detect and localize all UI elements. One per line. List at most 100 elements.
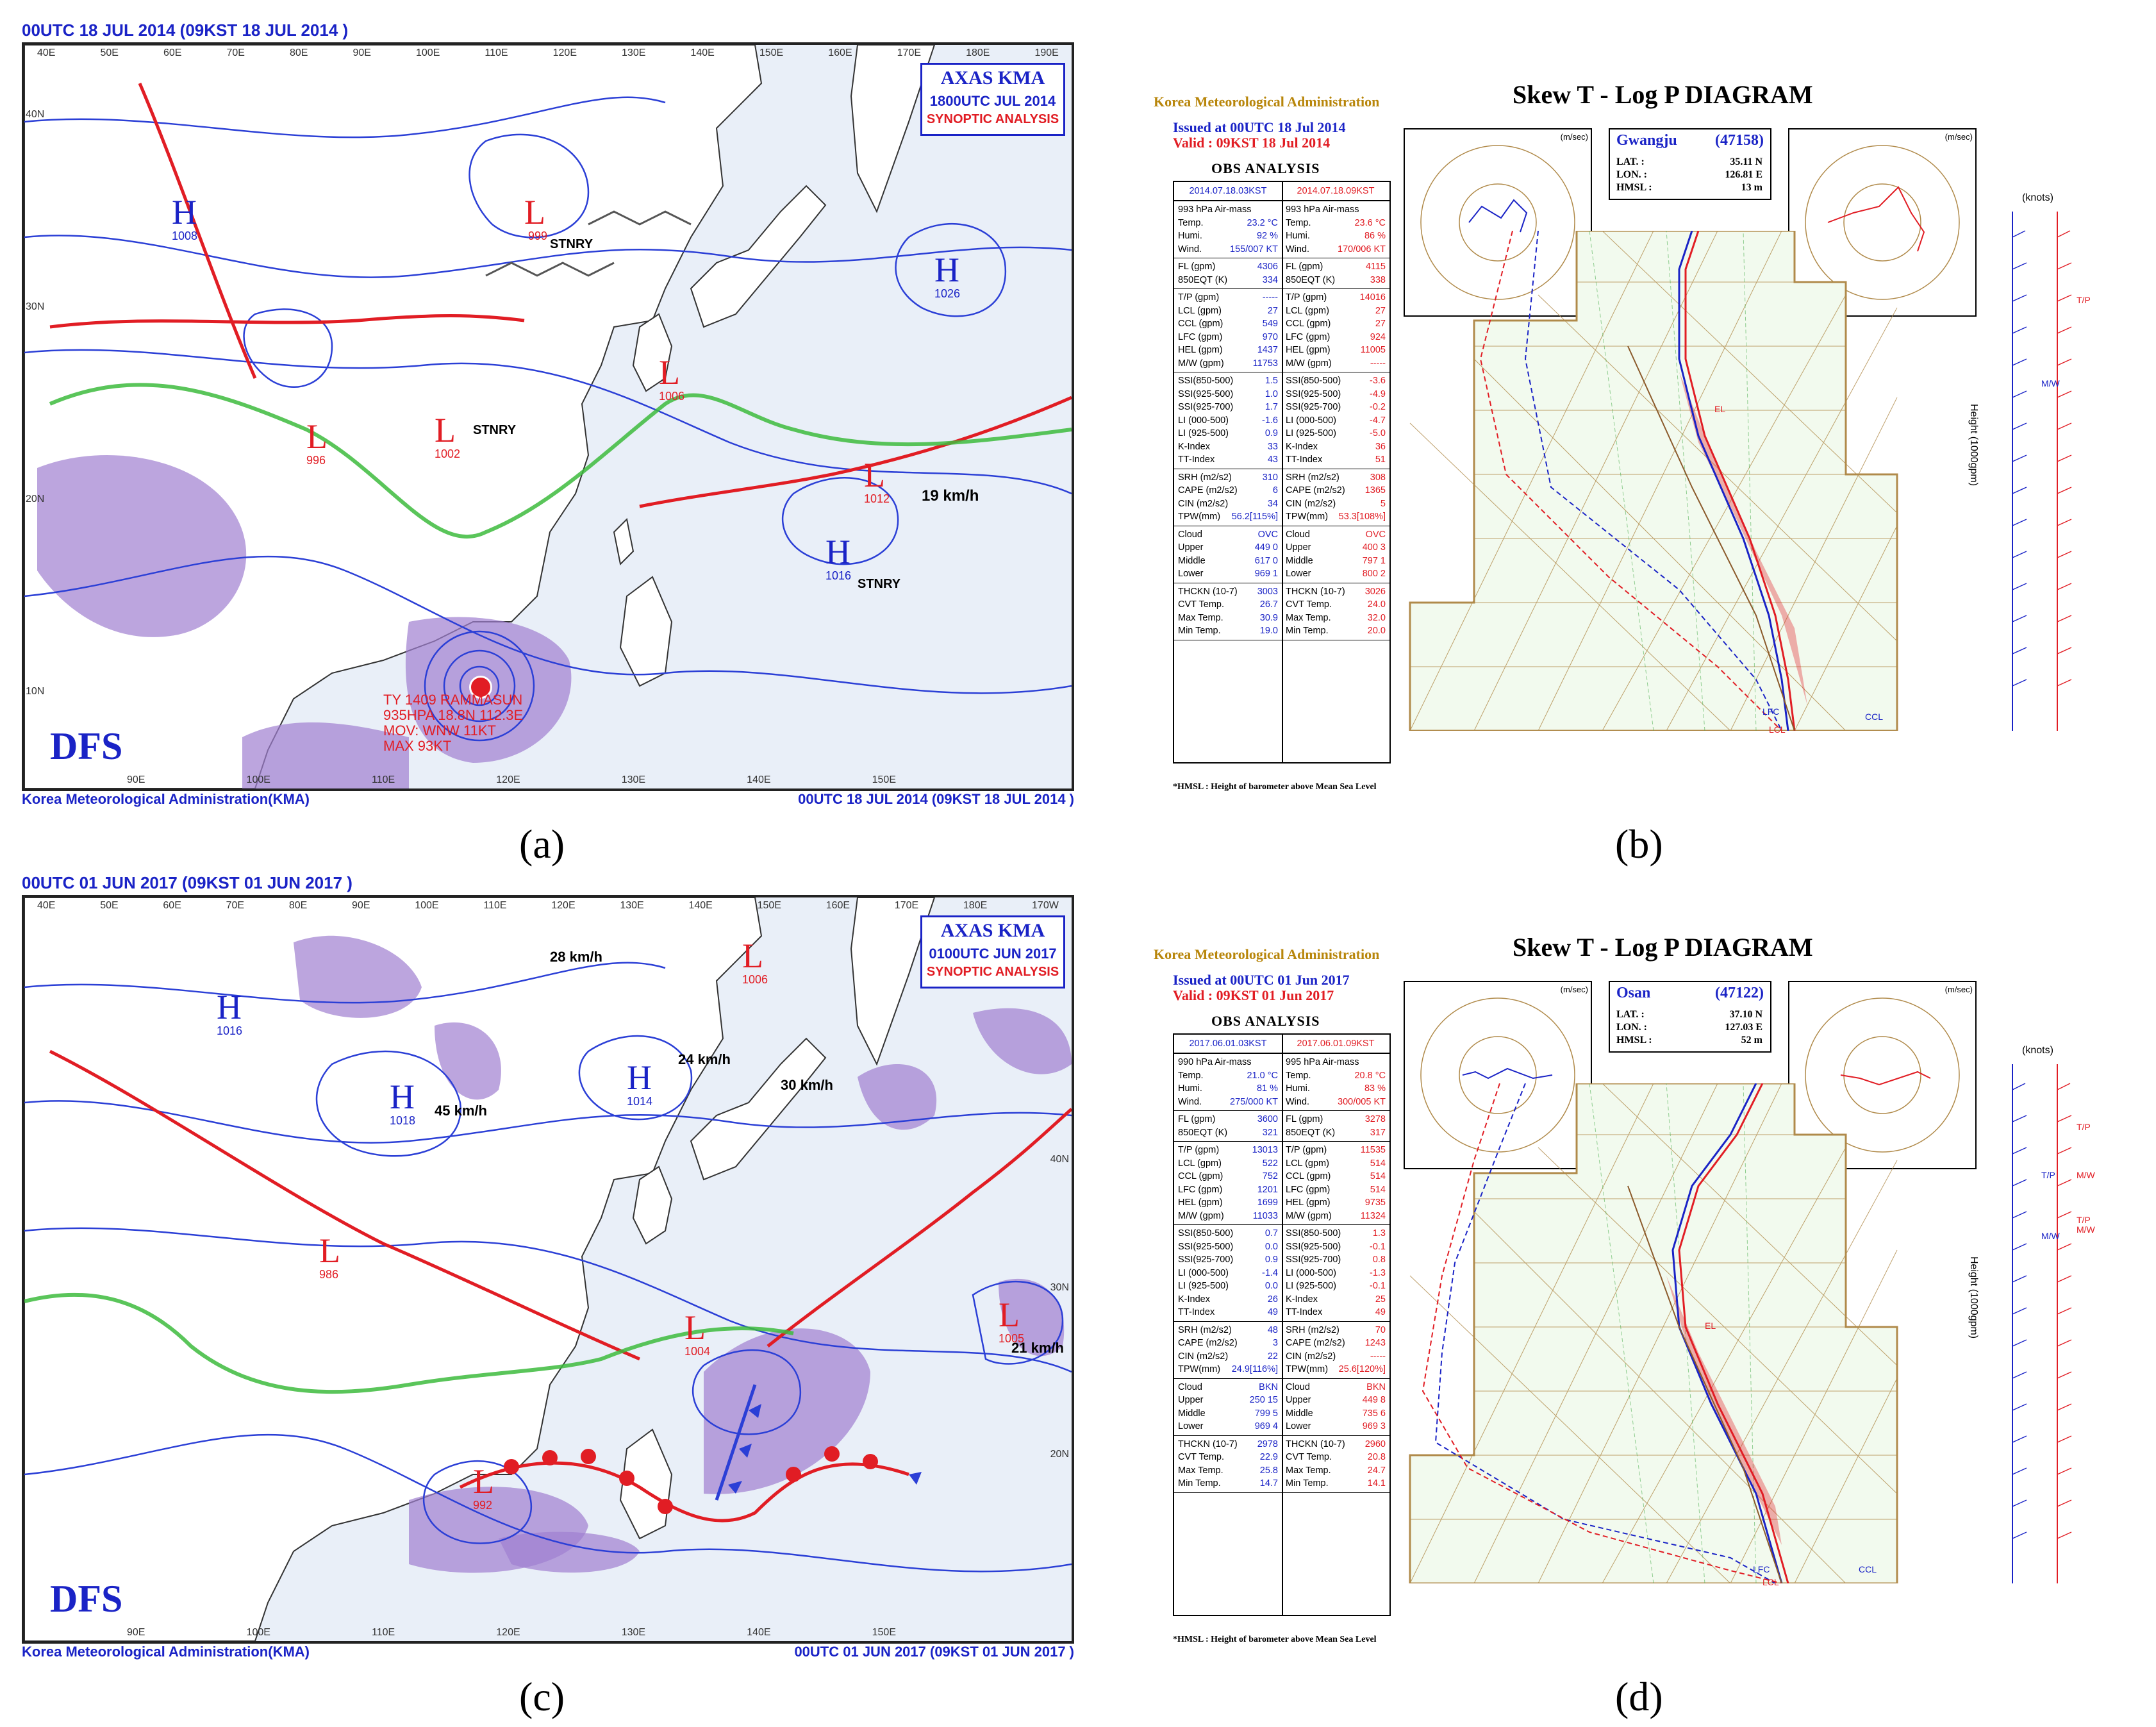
temperature-profile-red xyxy=(1684,231,1796,731)
obs-value: 514 xyxy=(1370,1158,1386,1169)
obs-row: Humi. 83 % xyxy=(1286,1082,1386,1096)
landmass-kamchatka xyxy=(850,897,936,1066)
hodograph-ring xyxy=(1459,1036,1537,1114)
hodograph-ring xyxy=(1805,145,1960,300)
lon-tick: 100E xyxy=(416,47,440,58)
obs-label: Middle xyxy=(1286,1408,1313,1419)
obs-row: LCL (gpm) 514 xyxy=(1286,1157,1386,1171)
obs-label: SSI(925-700) xyxy=(1178,1255,1234,1265)
precip-area xyxy=(499,1531,640,1573)
obs-row: Min Temp. 19.0 xyxy=(1178,624,1278,638)
low-pressure-value: 1006 xyxy=(742,973,768,986)
hodograph-chart xyxy=(1420,145,1575,300)
station-box: Gwangju (47158) LAT. : 35.11 N LON. : 126.… xyxy=(1609,128,1771,200)
obs-label: 850EQT (K) xyxy=(1178,274,1228,285)
lon-tick: 140E xyxy=(747,774,771,785)
high-pressure-value: 1008 xyxy=(172,229,198,242)
obs-value: 321 xyxy=(1262,1127,1278,1138)
height-axis-label: Height (1000gpm) xyxy=(1968,404,1979,487)
station-lat: LAT. : 37.10 N xyxy=(1616,1009,1762,1021)
lon-tick: 120E xyxy=(552,47,577,58)
obs-label: Lower xyxy=(1178,569,1204,579)
obs-label: CAPE (m2/s2) xyxy=(1286,1338,1345,1348)
obs-value: -0.1 xyxy=(1370,1241,1386,1252)
obs-label: Cloud xyxy=(1178,529,1202,540)
obs-value: 799 5 xyxy=(1254,1408,1278,1419)
obs-label: 990 hPa Air-mass xyxy=(1178,1057,1252,1067)
stationary-front xyxy=(24,1292,794,1394)
obs-row: Wind. 300/005 KT xyxy=(1286,1096,1386,1109)
obs-label: M/W (gpm) xyxy=(1178,358,1224,369)
obs-row: Middle 617 0 xyxy=(1178,555,1278,568)
obs-row: 850EQT (K) 334 xyxy=(1178,274,1278,287)
obs-value: 1699 xyxy=(1257,1197,1278,1208)
obs-label: LFC (gpm) xyxy=(1286,331,1331,342)
obs-label: LCL (gpm) xyxy=(1286,305,1329,316)
isobar xyxy=(895,223,1007,317)
obs-label: Wind. xyxy=(1286,1096,1310,1107)
obs-label: Min Temp. xyxy=(1178,1478,1221,1489)
hodograph-unit: (m/sec) xyxy=(1560,985,1588,994)
obs-row: SSI(850-500) 1.3 xyxy=(1286,1227,1386,1240)
obs-label: Wind. xyxy=(1286,244,1310,254)
obs-title: OBS ANALYSIS xyxy=(1211,160,1320,176)
front-line xyxy=(49,314,525,329)
obs-label: Lower xyxy=(1286,1421,1311,1431)
obs-value: 970 xyxy=(1262,331,1278,342)
hmsl-note: *HMSL : Height of barometer above Mean S… xyxy=(1173,1635,1377,1644)
obs-value: 11324 xyxy=(1360,1210,1386,1221)
low-pressure-label: L xyxy=(742,937,763,975)
obs-value: 752 xyxy=(1262,1171,1278,1181)
station-name: Gwangju xyxy=(1616,132,1677,149)
obs-column-head: 2017.06.01.03KST xyxy=(1174,1035,1282,1054)
station-lat: LAT. : 35.11 N xyxy=(1616,156,1762,168)
obs-value: 86 % xyxy=(1364,231,1386,241)
landmass-taiwan xyxy=(613,517,634,566)
obs-label: LCL (gpm) xyxy=(1178,1158,1222,1169)
obs-label: LFC (gpm) xyxy=(1178,331,1223,342)
tp-label: T/P xyxy=(2077,1215,2091,1225)
obs-label: CVT Temp. xyxy=(1178,599,1224,610)
obs-row: TT-Index 43 xyxy=(1178,453,1278,467)
front-line xyxy=(639,396,1072,508)
obs-row: SSI(925-500) 1.0 xyxy=(1178,388,1278,401)
isobar xyxy=(469,133,590,238)
lat-value: 37.10 N xyxy=(1729,1009,1762,1020)
dewpoint-profile-blue xyxy=(1434,1083,1776,1583)
motion-label: 28 km/h xyxy=(550,949,602,965)
obs-value: 21.0 °C xyxy=(1247,1070,1278,1081)
obs-label: SSI(925-700) xyxy=(1286,1255,1341,1265)
obs-value: 22.9 xyxy=(1259,1452,1278,1462)
lon-tick: 110E xyxy=(483,900,507,911)
obs-value: 317 xyxy=(1370,1127,1386,1138)
lon-tick: 120E xyxy=(496,1627,520,1638)
lon-tick: 160E xyxy=(828,47,852,58)
low-pressure-label: L xyxy=(524,193,545,231)
lon-label: LON. : xyxy=(1616,1022,1647,1033)
lat-label: LAT. : xyxy=(1616,1009,1645,1020)
obs-label: Cloud xyxy=(1286,1381,1310,1392)
obs-row: Wind. 155/007 KT xyxy=(1178,243,1278,256)
obs-value: 26 xyxy=(1267,1294,1278,1305)
obs-row: Middle 735 6 xyxy=(1286,1407,1386,1421)
obs-label: TT-Index xyxy=(1178,455,1215,465)
lon-tick: 150E xyxy=(759,47,784,58)
obs-label: Lower xyxy=(1286,569,1311,579)
lon-tick: 50E xyxy=(100,47,119,58)
obs-row: T/P (gpm) 11535 xyxy=(1286,1144,1386,1157)
stnry-label: STNRY xyxy=(550,237,593,251)
hmsl-value: 13 m xyxy=(1741,182,1762,193)
obs-row: Upper 449 0 xyxy=(1178,541,1278,555)
obs-value: 300/005 KT xyxy=(1338,1096,1386,1107)
obs-value: 92 % xyxy=(1256,231,1278,241)
obs-row: FL (gpm) 3600 xyxy=(1178,1113,1278,1126)
low-pressure-value: 1005 xyxy=(999,1332,1025,1345)
lon-tick: 70E xyxy=(226,47,245,58)
lon-tick: 90E xyxy=(127,774,145,785)
front-line xyxy=(767,1108,1072,1347)
landmass-asia xyxy=(24,897,763,1641)
obs-label: CIN (m2/s2) xyxy=(1286,498,1336,509)
obs-value: 83 % xyxy=(1364,1083,1386,1094)
station-name: Osan xyxy=(1616,985,1651,1001)
obs-row: THCKN (10-7) 3003 xyxy=(1178,585,1278,599)
